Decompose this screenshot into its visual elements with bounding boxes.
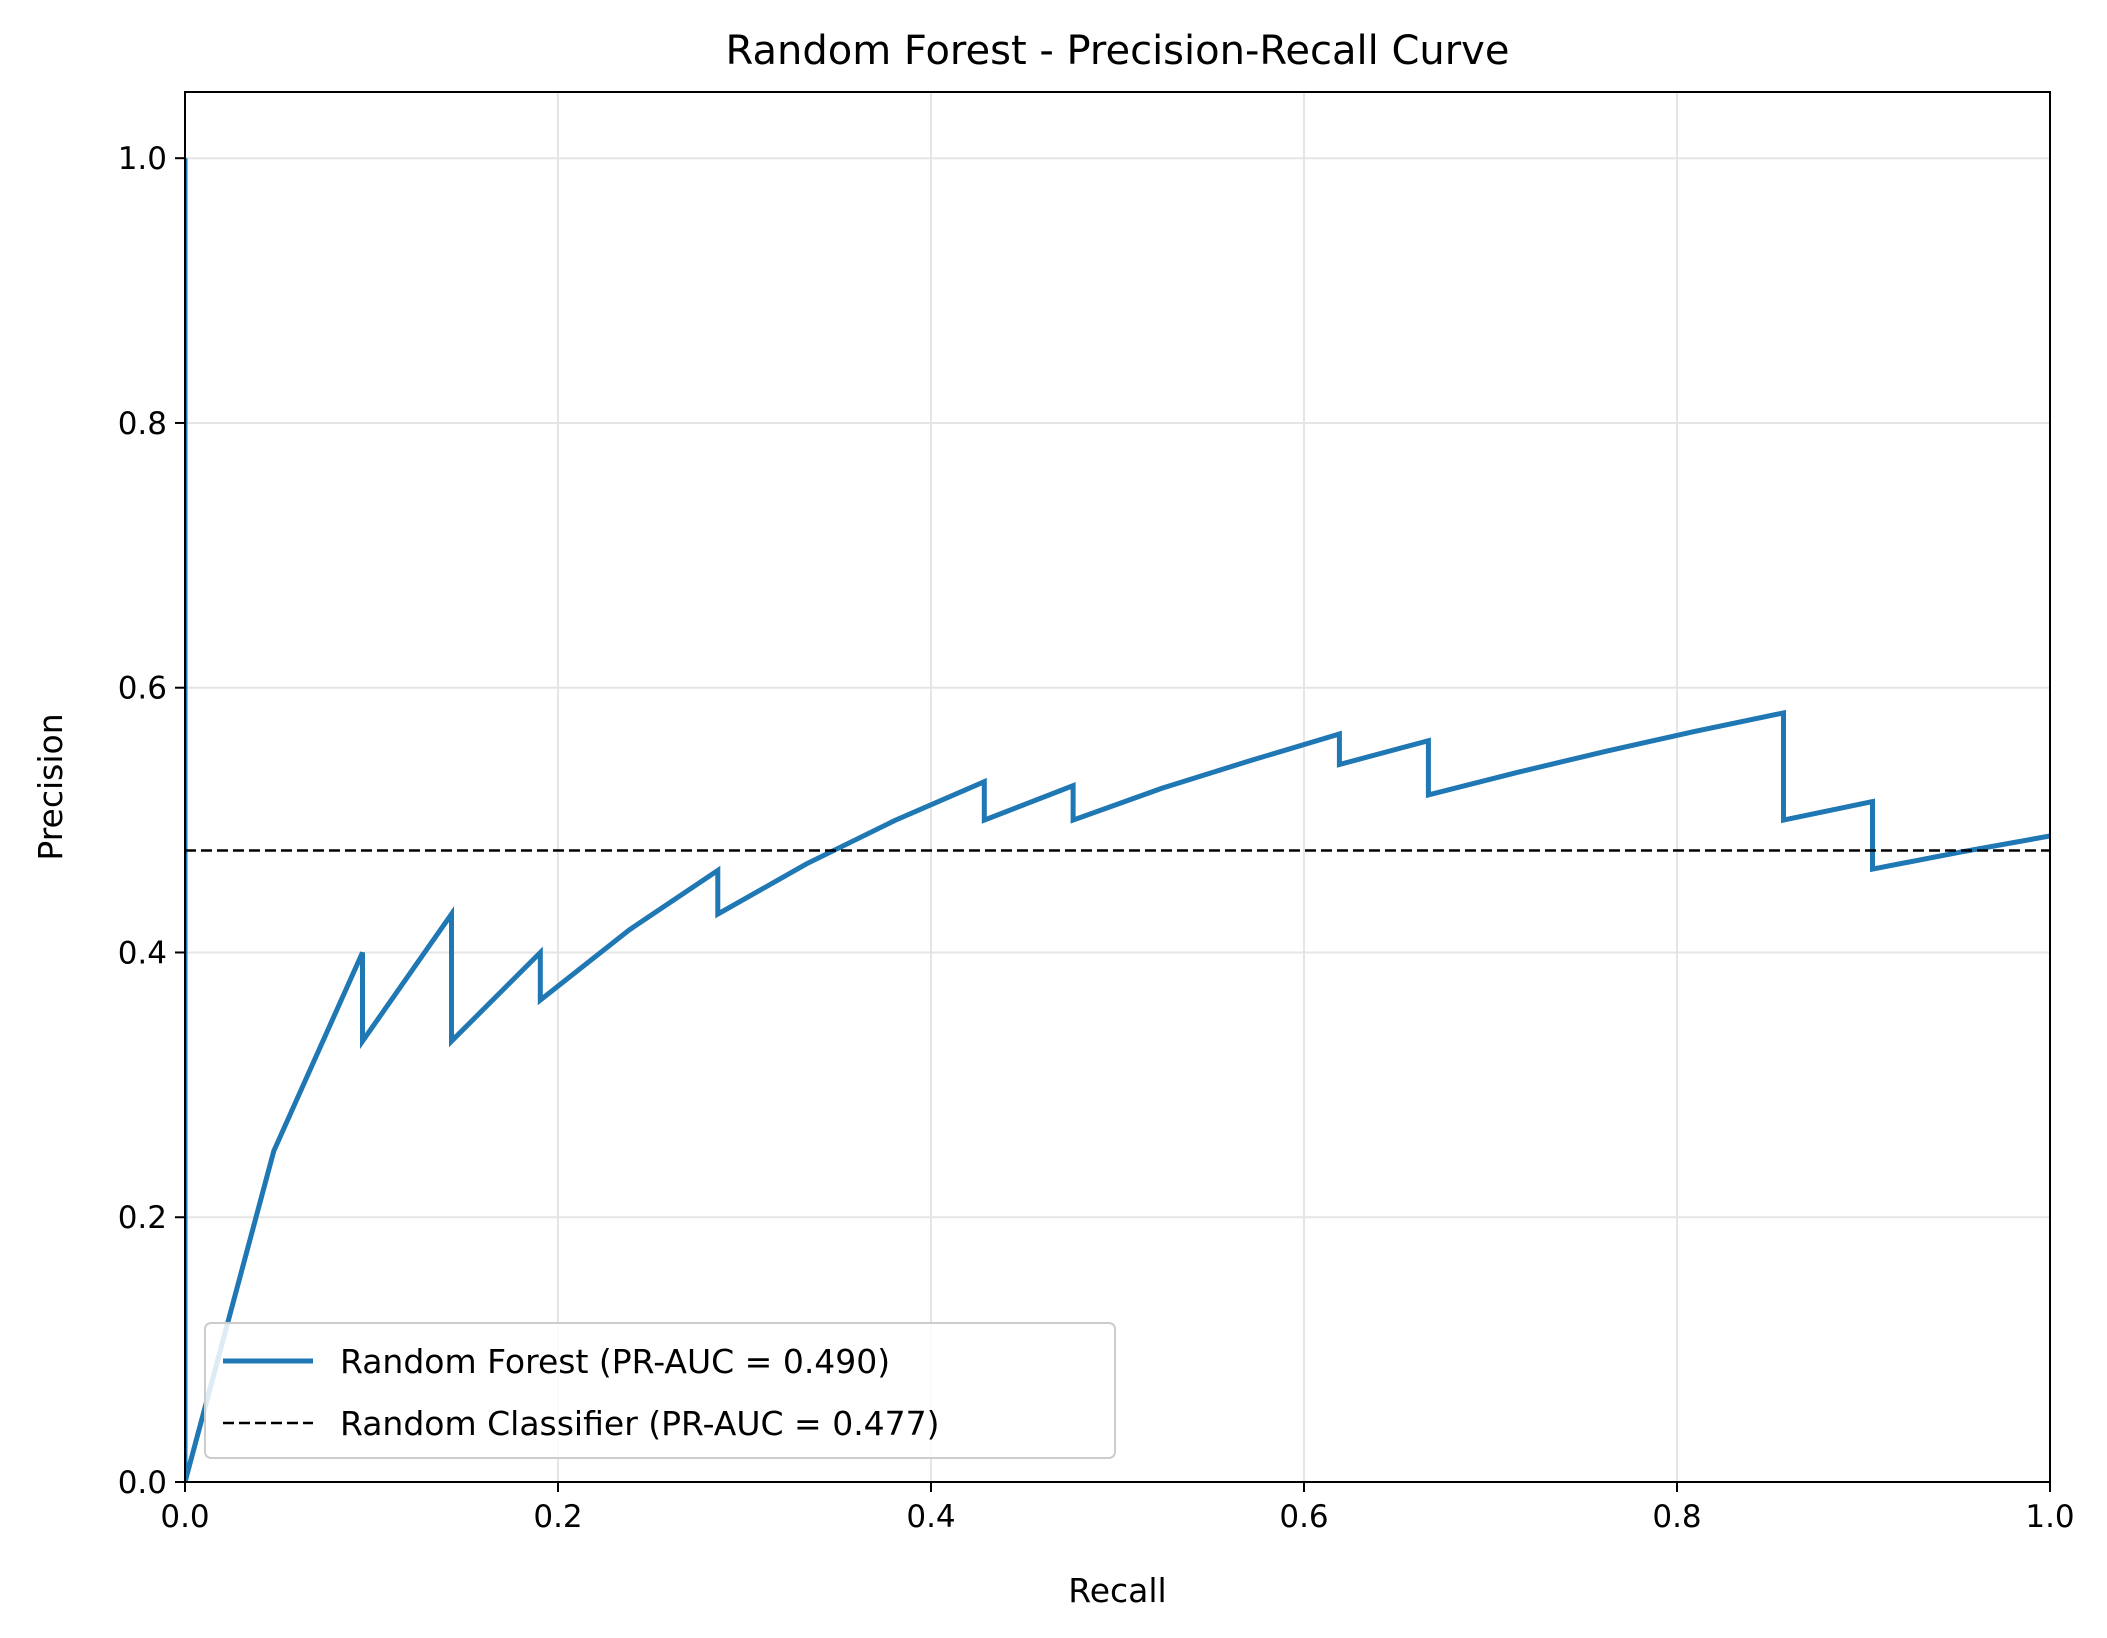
legend-box (204, 1322, 1116, 1459)
x-tick-label: 0.8 (1652, 1499, 1701, 1535)
legend-label-random-classifier: Random Classifier (PR-AUC = 0.477) (340, 1404, 940, 1443)
x-tick-label: 1.0 (2025, 1499, 2074, 1535)
legend-label-random-forest: Random Forest (PR-AUC = 0.490) (340, 1342, 890, 1381)
y-tick-label: 0.6 (118, 671, 167, 707)
grid (184, 92, 2051, 1483)
y-tick-label: 0.0 (118, 1465, 167, 1501)
x-tick-label: 0.0 (160, 1499, 209, 1535)
series-line-random-forest (185, 158, 2050, 1482)
ticks: 0.0 0.2 0.4 0.6 0.8 1.0 0.0 0.2 0.4 0.6 0.8 1.0 (118, 141, 2075, 1535)
y-tick-label: 0.4 (118, 935, 167, 971)
x-tick-label: 0.4 (906, 1499, 955, 1535)
axes-frame (184, 91, 2051, 1483)
x-tick-label: 0.6 (1279, 1499, 1328, 1535)
legend: Random Forest (PR-AUC = 0.490) Random Cla… (204, 1322, 1116, 1459)
x-tick-label: 0.2 (533, 1499, 582, 1535)
chart-title: Random Forest - Precision-Recall Curve (726, 28, 1510, 74)
y-tick-label: 0.2 (118, 1200, 167, 1236)
y-tick-label: 1.0 (118, 141, 167, 177)
y-tick-label: 0.8 (118, 406, 167, 442)
y-axis-label: Precision (31, 713, 70, 860)
x-axis-label: Recall (1068, 1571, 1166, 1610)
series-layer (185, 158, 2050, 1482)
